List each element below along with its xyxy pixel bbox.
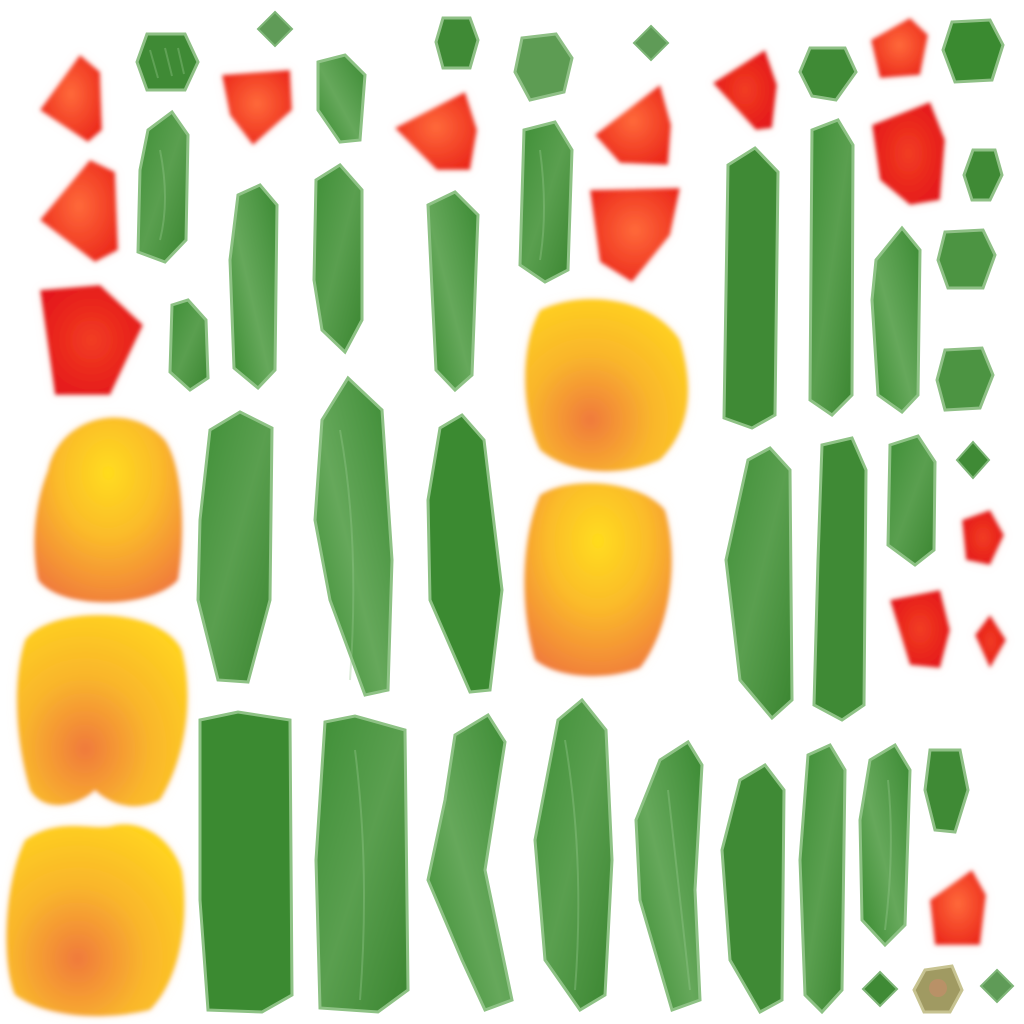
seed-piece [912, 964, 964, 1014]
long-leaf-piece [136, 53, 937, 1015]
round-leaf-piece [135, 16, 1005, 834]
red-petal-piece [40, 18, 1006, 945]
leaf-piece [256, 10, 1015, 1008]
leaf-texture [149, 47, 892, 1001]
tulip-petal-piece [6, 298, 689, 1017]
